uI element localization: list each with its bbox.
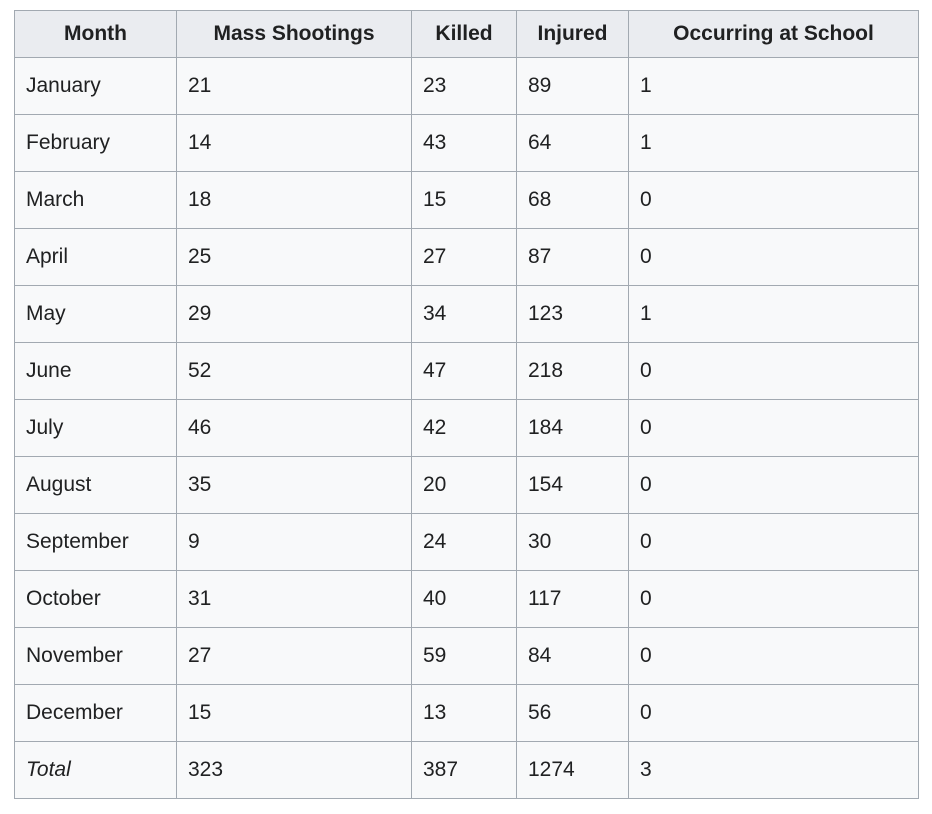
table-row: December 15 13 56 0: [14, 684, 919, 742]
cell-at-school: 0: [628, 399, 919, 457]
cell-total-killed: 387: [411, 741, 517, 799]
cell-month: April: [14, 228, 177, 286]
cell-month: May: [14, 285, 177, 343]
cell-killed: 24: [411, 513, 517, 571]
column-header-killed: Killed: [411, 10, 517, 58]
cell-at-school: 0: [628, 627, 919, 685]
table-row: July 46 42 184 0: [14, 399, 919, 457]
table-body: January 21 23 89 1 February 14 43 64 1 M…: [14, 57, 919, 799]
cell-mass-shootings: 15: [176, 684, 412, 742]
header-row: Month Mass Shootings Killed Injured Occu…: [14, 10, 919, 58]
cell-month: January: [14, 57, 177, 115]
cell-killed: 40: [411, 570, 517, 628]
cell-injured: 117: [516, 570, 629, 628]
cell-at-school: 0: [628, 513, 919, 571]
column-header-mass-shootings: Mass Shootings: [176, 10, 412, 58]
cell-at-school: 0: [628, 342, 919, 400]
mass-shootings-table: Month Mass Shootings Killed Injured Occu…: [14, 10, 919, 799]
table-row: January 21 23 89 1: [14, 57, 919, 115]
cell-mass-shootings: 21: [176, 57, 412, 115]
cell-injured: 30: [516, 513, 629, 571]
cell-injured: 84: [516, 627, 629, 685]
cell-killed: 27: [411, 228, 517, 286]
cell-month: July: [14, 399, 177, 457]
cell-at-school: 0: [628, 171, 919, 229]
cell-mass-shootings: 14: [176, 114, 412, 172]
column-header-injured: Injured: [516, 10, 629, 58]
cell-injured: 64: [516, 114, 629, 172]
cell-month: September: [14, 513, 177, 571]
cell-killed: 43: [411, 114, 517, 172]
cell-month: October: [14, 570, 177, 628]
table-row: May 29 34 123 1: [14, 285, 919, 343]
column-header-occurring-at-school: Occurring at School: [628, 10, 919, 58]
cell-injured: 87: [516, 228, 629, 286]
cell-injured: 218: [516, 342, 629, 400]
cell-mass-shootings: 31: [176, 570, 412, 628]
table-row: June 52 47 218 0: [14, 342, 919, 400]
cell-killed: 59: [411, 627, 517, 685]
table-row: March 18 15 68 0: [14, 171, 919, 229]
table-row: February 14 43 64 1: [14, 114, 919, 172]
cell-mass-shootings: 9: [176, 513, 412, 571]
table-row: August 35 20 154 0: [14, 456, 919, 514]
cell-injured: 123: [516, 285, 629, 343]
table-row: September 9 24 30 0: [14, 513, 919, 571]
cell-mass-shootings: 35: [176, 456, 412, 514]
cell-killed: 23: [411, 57, 517, 115]
table-row-total: Total 323 387 1274 3: [14, 741, 919, 799]
cell-mass-shootings: 18: [176, 171, 412, 229]
cell-injured: 89: [516, 57, 629, 115]
cell-mass-shootings: 46: [176, 399, 412, 457]
cell-mass-shootings: 52: [176, 342, 412, 400]
cell-mass-shootings: 25: [176, 228, 412, 286]
cell-at-school: 1: [628, 285, 919, 343]
cell-month: December: [14, 684, 177, 742]
cell-killed: 20: [411, 456, 517, 514]
cell-mass-shootings: 27: [176, 627, 412, 685]
cell-at-school: 0: [628, 684, 919, 742]
cell-injured: 154: [516, 456, 629, 514]
cell-killed: 13: [411, 684, 517, 742]
cell-month: June: [14, 342, 177, 400]
cell-mass-shootings: 29: [176, 285, 412, 343]
table-row: October 31 40 117 0: [14, 570, 919, 628]
cell-at-school: 1: [628, 57, 919, 115]
table-header: Month Mass Shootings Killed Injured Occu…: [14, 10, 919, 58]
cell-injured: 56: [516, 684, 629, 742]
table-row: November 27 59 84 0: [14, 627, 919, 685]
cell-killed: 15: [411, 171, 517, 229]
cell-at-school: 1: [628, 114, 919, 172]
cell-total-mass-shootings: 323: [176, 741, 412, 799]
cell-killed: 42: [411, 399, 517, 457]
cell-killed: 47: [411, 342, 517, 400]
cell-at-school: 0: [628, 570, 919, 628]
cell-total-injured: 1274: [516, 741, 629, 799]
cell-injured: 68: [516, 171, 629, 229]
cell-injured: 184: [516, 399, 629, 457]
cell-month: November: [14, 627, 177, 685]
cell-month: August: [14, 456, 177, 514]
cell-month: February: [14, 114, 177, 172]
cell-month: March: [14, 171, 177, 229]
table-row: April 25 27 87 0: [14, 228, 919, 286]
cell-killed: 34: [411, 285, 517, 343]
column-header-month: Month: [14, 10, 177, 58]
cell-total-at-school: 3: [628, 741, 919, 799]
cell-at-school: 0: [628, 456, 919, 514]
cell-total-label: Total: [14, 741, 177, 799]
cell-at-school: 0: [628, 228, 919, 286]
